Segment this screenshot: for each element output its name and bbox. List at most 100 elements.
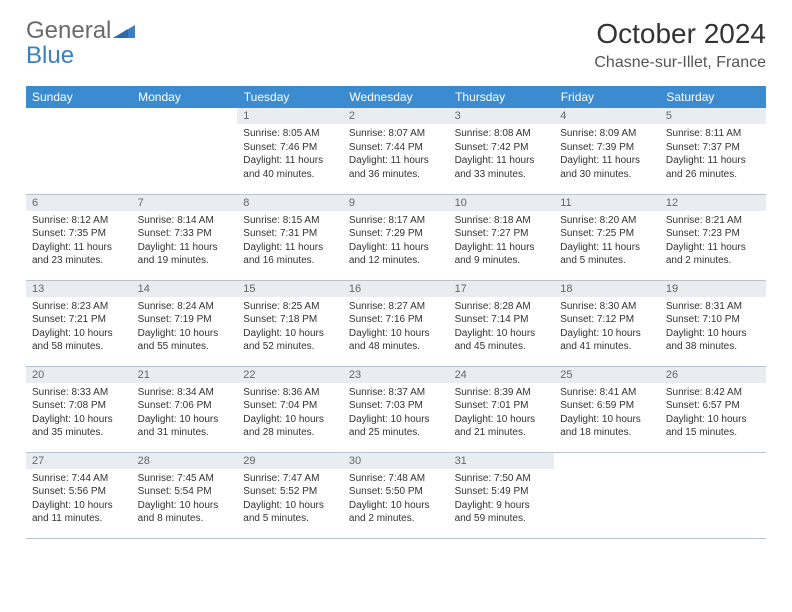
day-number: 4 bbox=[554, 108, 660, 124]
calendar-day-cell: 21Sunrise: 8:34 AMSunset: 7:06 PMDayligh… bbox=[132, 366, 238, 452]
daylight-text: Daylight: 9 hours and 59 minutes. bbox=[455, 499, 549, 526]
calendar-day-cell bbox=[132, 108, 238, 194]
day-content: Sunrise: 8:24 AMSunset: 7:19 PMDaylight:… bbox=[132, 297, 238, 357]
calendar-day-cell bbox=[554, 452, 660, 538]
month-title: October 2024 bbox=[594, 18, 766, 50]
day-number: 30 bbox=[343, 453, 449, 469]
calendar-day-cell: 1Sunrise: 8:05 AMSunset: 7:46 PMDaylight… bbox=[237, 108, 343, 194]
sunrise-text: Sunrise: 7:47 AM bbox=[243, 472, 337, 486]
day-content: Sunrise: 8:23 AMSunset: 7:21 PMDaylight:… bbox=[26, 297, 132, 357]
sunrise-text: Sunrise: 8:25 AM bbox=[243, 300, 337, 314]
sunrise-text: Sunrise: 8:05 AM bbox=[243, 127, 337, 141]
sunrise-text: Sunrise: 8:18 AM bbox=[455, 214, 549, 228]
calendar-day-cell: 20Sunrise: 8:33 AMSunset: 7:08 PMDayligh… bbox=[26, 366, 132, 452]
calendar-day-cell: 13Sunrise: 8:23 AMSunset: 7:21 PMDayligh… bbox=[26, 280, 132, 366]
calendar-week-row: 6Sunrise: 8:12 AMSunset: 7:35 PMDaylight… bbox=[26, 194, 766, 280]
day-number: 26 bbox=[660, 367, 766, 383]
calendar-day-cell: 19Sunrise: 8:31 AMSunset: 7:10 PMDayligh… bbox=[660, 280, 766, 366]
sunset-text: Sunset: 7:06 PM bbox=[138, 399, 232, 413]
day-number: 18 bbox=[554, 281, 660, 297]
sunrise-text: Sunrise: 8:09 AM bbox=[560, 127, 654, 141]
day-content: Sunrise: 8:14 AMSunset: 7:33 PMDaylight:… bbox=[132, 211, 238, 271]
day-number: 29 bbox=[237, 453, 343, 469]
sunrise-text: Sunrise: 8:12 AM bbox=[32, 214, 126, 228]
daylight-text: Daylight: 10 hours and 11 minutes. bbox=[32, 499, 126, 526]
sunrise-text: Sunrise: 8:36 AM bbox=[243, 386, 337, 400]
calendar-day-cell: 4Sunrise: 8:09 AMSunset: 7:39 PMDaylight… bbox=[554, 108, 660, 194]
sunrise-text: Sunrise: 8:15 AM bbox=[243, 214, 337, 228]
day-number: 25 bbox=[554, 367, 660, 383]
weekday-header: Saturday bbox=[660, 86, 766, 108]
calendar-day-cell: 5Sunrise: 8:11 AMSunset: 7:37 PMDaylight… bbox=[660, 108, 766, 194]
day-number: 20 bbox=[26, 367, 132, 383]
sunset-text: Sunset: 7:04 PM bbox=[243, 399, 337, 413]
day-number: 13 bbox=[26, 281, 132, 297]
sunset-text: Sunset: 7:14 PM bbox=[455, 313, 549, 327]
calendar-day-cell: 31Sunrise: 7:50 AMSunset: 5:49 PMDayligh… bbox=[449, 452, 555, 538]
sunset-text: Sunset: 7:19 PM bbox=[138, 313, 232, 327]
daylight-text: Daylight: 10 hours and 2 minutes. bbox=[349, 499, 443, 526]
weekday-header: Tuesday bbox=[237, 86, 343, 108]
daylight-text: Daylight: 10 hours and 58 minutes. bbox=[32, 327, 126, 354]
weekday-header: Wednesday bbox=[343, 86, 449, 108]
calendar-week-row: 13Sunrise: 8:23 AMSunset: 7:21 PMDayligh… bbox=[26, 280, 766, 366]
calendar-day-cell: 11Sunrise: 8:20 AMSunset: 7:25 PMDayligh… bbox=[554, 194, 660, 280]
sunset-text: Sunset: 7:12 PM bbox=[560, 313, 654, 327]
daylight-text: Daylight: 11 hours and 36 minutes. bbox=[349, 154, 443, 181]
calendar-day-cell bbox=[660, 452, 766, 538]
logo-text-blue: Blue bbox=[26, 42, 74, 69]
daylight-text: Daylight: 10 hours and 8 minutes. bbox=[138, 499, 232, 526]
daylight-text: Daylight: 11 hours and 30 minutes. bbox=[560, 154, 654, 181]
daylight-text: Daylight: 10 hours and 55 minutes. bbox=[138, 327, 232, 354]
daylight-text: Daylight: 11 hours and 26 minutes. bbox=[666, 154, 760, 181]
sunset-text: Sunset: 7:25 PM bbox=[560, 227, 654, 241]
day-content: Sunrise: 8:09 AMSunset: 7:39 PMDaylight:… bbox=[554, 124, 660, 184]
sunset-text: Sunset: 5:54 PM bbox=[138, 485, 232, 499]
day-number: 7 bbox=[132, 195, 238, 211]
calendar-day-cell: 26Sunrise: 8:42 AMSunset: 6:57 PMDayligh… bbox=[660, 366, 766, 452]
day-content: Sunrise: 8:36 AMSunset: 7:04 PMDaylight:… bbox=[237, 383, 343, 443]
sunrise-text: Sunrise: 7:48 AM bbox=[349, 472, 443, 486]
calendar-body: 1Sunrise: 8:05 AMSunset: 7:46 PMDaylight… bbox=[26, 108, 766, 538]
sunset-text: Sunset: 7:37 PM bbox=[666, 141, 760, 155]
day-number: 14 bbox=[132, 281, 238, 297]
daylight-text: Daylight: 10 hours and 38 minutes. bbox=[666, 327, 760, 354]
calendar-day-cell: 15Sunrise: 8:25 AMSunset: 7:18 PMDayligh… bbox=[237, 280, 343, 366]
calendar-day-cell: 14Sunrise: 8:24 AMSunset: 7:19 PMDayligh… bbox=[132, 280, 238, 366]
daylight-text: Daylight: 10 hours and 31 minutes. bbox=[138, 413, 232, 440]
sunrise-text: Sunrise: 8:39 AM bbox=[455, 386, 549, 400]
daylight-text: Daylight: 10 hours and 35 minutes. bbox=[32, 413, 126, 440]
weekday-header-row: Sunday Monday Tuesday Wednesday Thursday… bbox=[26, 86, 766, 108]
weekday-header: Monday bbox=[132, 86, 238, 108]
day-number: 12 bbox=[660, 195, 766, 211]
calendar-day-cell: 29Sunrise: 7:47 AMSunset: 5:52 PMDayligh… bbox=[237, 452, 343, 538]
calendar-day-cell: 24Sunrise: 8:39 AMSunset: 7:01 PMDayligh… bbox=[449, 366, 555, 452]
calendar-day-cell: 22Sunrise: 8:36 AMSunset: 7:04 PMDayligh… bbox=[237, 366, 343, 452]
daylight-text: Daylight: 10 hours and 15 minutes. bbox=[666, 413, 760, 440]
sunset-text: Sunset: 5:49 PM bbox=[455, 485, 549, 499]
sunset-text: Sunset: 7:27 PM bbox=[455, 227, 549, 241]
sunset-text: Sunset: 7:18 PM bbox=[243, 313, 337, 327]
daylight-text: Daylight: 10 hours and 25 minutes. bbox=[349, 413, 443, 440]
calendar-day-cell: 8Sunrise: 8:15 AMSunset: 7:31 PMDaylight… bbox=[237, 194, 343, 280]
day-number: 27 bbox=[26, 453, 132, 469]
day-number: 17 bbox=[449, 281, 555, 297]
sunset-text: Sunset: 7:31 PM bbox=[243, 227, 337, 241]
sunset-text: Sunset: 7:42 PM bbox=[455, 141, 549, 155]
calendar-week-row: 1Sunrise: 8:05 AMSunset: 7:46 PMDaylight… bbox=[26, 108, 766, 194]
daylight-text: Daylight: 11 hours and 16 minutes. bbox=[243, 241, 337, 268]
weekday-header: Friday bbox=[554, 86, 660, 108]
day-number: 21 bbox=[132, 367, 238, 383]
day-content: Sunrise: 8:07 AMSunset: 7:44 PMDaylight:… bbox=[343, 124, 449, 184]
sunrise-text: Sunrise: 8:41 AM bbox=[560, 386, 654, 400]
calendar-day-cell: 25Sunrise: 8:41 AMSunset: 6:59 PMDayligh… bbox=[554, 366, 660, 452]
calendar-day-cell: 10Sunrise: 8:18 AMSunset: 7:27 PMDayligh… bbox=[449, 194, 555, 280]
daylight-text: Daylight: 10 hours and 48 minutes. bbox=[349, 327, 443, 354]
calendar-day-cell bbox=[26, 108, 132, 194]
day-content: Sunrise: 7:48 AMSunset: 5:50 PMDaylight:… bbox=[343, 469, 449, 529]
sunrise-text: Sunrise: 7:50 AM bbox=[455, 472, 549, 486]
sunrise-text: Sunrise: 8:08 AM bbox=[455, 127, 549, 141]
sunrise-text: Sunrise: 8:17 AM bbox=[349, 214, 443, 228]
header: GeneralBlue October 2024 Chasne-sur-Ille… bbox=[26, 18, 766, 72]
sunset-text: Sunset: 7:16 PM bbox=[349, 313, 443, 327]
